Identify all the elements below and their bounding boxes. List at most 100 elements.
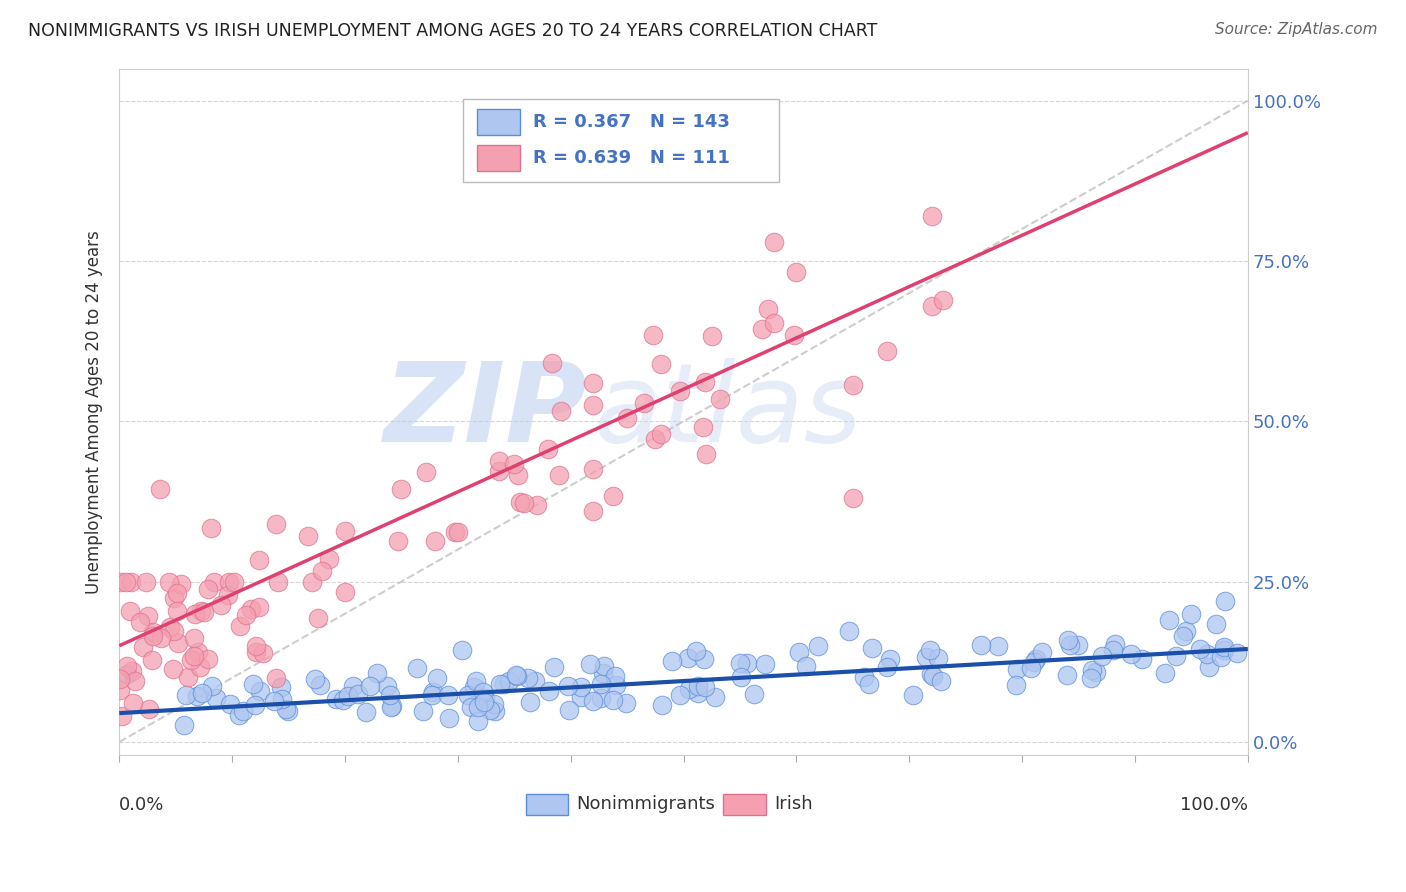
Point (467, 700, 489, 714)
Point (472, 685, 495, 699)
Point (129, 615, 152, 630)
Point (688, 686, 710, 700)
Point (264, 517, 287, 532)
Point (537, 442, 560, 456)
FancyBboxPatch shape (526, 794, 568, 814)
Point (1019, 661, 1042, 675)
Point (650, 426, 672, 441)
Point (186, 690, 208, 704)
Point (457, 688, 479, 702)
Point (569, 690, 592, 705)
Point (519, 695, 541, 709)
Point (335, 584, 357, 599)
Point (692, 420, 714, 434)
Text: Irish: Irish (773, 795, 813, 814)
Point (1189, 641, 1212, 656)
Point (325, 692, 347, 706)
Point (249, 684, 271, 698)
Point (1213, 594, 1236, 608)
Point (785, 264, 807, 278)
Point (115, 659, 138, 673)
Point (242, 677, 264, 691)
Point (163, 624, 186, 638)
Point (592, 659, 614, 673)
Point (184, 607, 207, 622)
Point (541, 356, 564, 370)
Point (641, 327, 664, 342)
Point (508, 468, 530, 483)
Point (591, 691, 613, 706)
Point (603, 669, 626, 683)
Point (332, 692, 354, 706)
Point (460, 699, 482, 714)
Text: atlas: atlas (593, 359, 862, 465)
Point (569, 680, 592, 694)
Point (1173, 629, 1195, 643)
Point (191, 685, 214, 699)
Point (183, 648, 205, 663)
Point (838, 624, 860, 638)
Point (614, 696, 637, 710)
Point (193, 605, 215, 619)
Point (688, 679, 710, 693)
Point (197, 652, 219, 666)
Point (920, 667, 942, 681)
Point (581, 462, 603, 476)
Point (235, 607, 257, 622)
Point (190, 660, 212, 674)
Point (1085, 665, 1108, 679)
Point (304, 672, 326, 686)
Point (245, 645, 267, 659)
Point (914, 649, 936, 664)
Point (190, 604, 212, 618)
Point (166, 603, 188, 617)
Point (1025, 652, 1047, 666)
Point (651, 698, 673, 713)
Point (415, 466, 437, 480)
Point (1067, 638, 1090, 652)
Point (860, 641, 883, 656)
Point (309, 677, 332, 691)
Point (387, 533, 409, 548)
Point (347, 687, 370, 701)
Point (756, 302, 779, 317)
Point (492, 676, 515, 690)
Point (200, 521, 222, 535)
Point (311, 564, 333, 578)
Point (1059, 639, 1081, 653)
Point (1130, 652, 1153, 666)
Point (1157, 613, 1180, 627)
Point (505, 668, 527, 682)
Point (270, 680, 292, 694)
Point (420, 688, 443, 702)
Point (548, 467, 571, 482)
Point (489, 677, 512, 691)
Point (591, 676, 613, 690)
Point (1212, 640, 1234, 654)
Point (159, 620, 181, 634)
Point (762, 316, 785, 330)
Point (602, 489, 624, 503)
Point (157, 574, 180, 589)
Point (173, 718, 195, 732)
Point (110, 709, 132, 723)
Point (342, 679, 364, 693)
Point (333, 524, 356, 539)
Point (425, 533, 447, 548)
Point (1080, 663, 1102, 677)
Point (1080, 671, 1102, 685)
Point (108, 682, 131, 697)
Point (1153, 666, 1175, 681)
Point (474, 690, 496, 705)
Text: ZIP: ZIP (384, 359, 588, 465)
Point (1205, 617, 1227, 632)
Point (252, 646, 274, 660)
Point (693, 680, 716, 694)
Point (1197, 647, 1219, 661)
Point (987, 640, 1010, 654)
Point (245, 639, 267, 653)
Point (1119, 648, 1142, 662)
Point (1057, 632, 1080, 647)
Point (538, 684, 561, 698)
Point (380, 700, 402, 714)
